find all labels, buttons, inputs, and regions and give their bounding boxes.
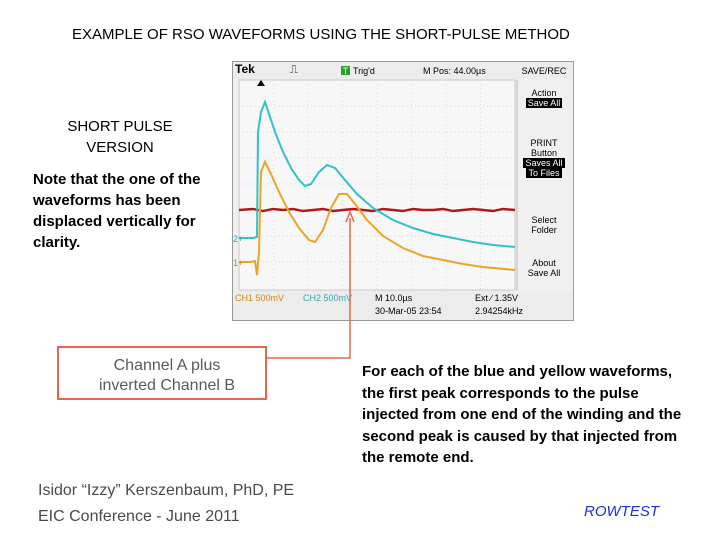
menu-action-label: Action — [531, 88, 557, 98]
menu-about-save-all: Save All — [527, 268, 561, 278]
position-readout: M Pos: 44.00µs — [423, 66, 486, 76]
trigger-indicator — [341, 66, 350, 75]
channel-1-marker: 1+ — [233, 258, 244, 268]
menu-print-button[interactable]: PRINT Button Saves All To Files — [517, 138, 571, 178]
yellow-waveform — [239, 159, 516, 276]
menu-action-value: Save All — [525, 98, 563, 108]
oscilloscope-screenshot: 2+ 1+ Tek ⎍ T Trig'd M Pos: 44.00µs SAVE… — [232, 61, 574, 321]
callout-text: Channel A plus inverted Channel B — [77, 356, 257, 396]
menu-about-label: About — [532, 258, 556, 268]
trigger-marker: T — [342, 66, 349, 76]
scope-status-bar — [233, 291, 573, 320]
menu-select-folder[interactable]: Select Folder — [517, 215, 571, 235]
scope-header-bar — [233, 62, 573, 79]
save-rec-menu-title: SAVE/REC — [521, 66, 567, 76]
menu-to-files: To Files — [526, 168, 562, 178]
slide-title: EXAMPLE OF RSO WAVEFORMS USING THE SHORT… — [72, 26, 570, 43]
menu-print-label: PRINT — [530, 138, 558, 148]
menu-saves-all: Saves All — [523, 158, 565, 168]
date-readout: 30-Mar-05 23:54 — [375, 306, 442, 316]
short-pulse-heading: SHORT PULSE VERSION — [40, 116, 200, 158]
ch2-readout: CH2 500mV — [303, 293, 353, 303]
scope-brand: Tek — [235, 62, 255, 76]
callout-line-2: inverted Channel B — [98, 377, 236, 394]
ch1-readout: CH1 500mV — [235, 293, 285, 303]
menu-select-label: Select — [531, 215, 557, 225]
frequency-readout: 2.94254kHz — [475, 306, 524, 316]
menu-about[interactable]: About Save All — [517, 258, 571, 278]
channel-2-marker: 2+ — [233, 234, 244, 244]
conference-line: EIC Conference - June 2011 — [38, 508, 240, 525]
short-pulse-line-1: SHORT PULSE — [67, 118, 173, 135]
scope-display — [233, 62, 573, 320]
rowtest-label: ROWTEST — [584, 503, 659, 520]
menu-button-label: Button — [530, 148, 558, 158]
timebase-readout: M 10.0µs — [375, 293, 413, 303]
menu-action[interactable]: Action Save All — [517, 88, 571, 108]
trigger-position-icon — [257, 80, 265, 86]
trigger-status: Trig'd — [353, 66, 375, 76]
author-line: Isidor “Izzy” Kerszenbaum, PhD, PE — [38, 482, 295, 499]
callout-line-1: Channel A plus — [113, 357, 221, 374]
waveform-description: For each of the blue and yellow waveform… — [362, 363, 682, 466]
menu-folder-label: Folder — [531, 225, 557, 235]
trigger-level-readout: Ext ∕ 1.35V — [475, 293, 519, 303]
acquisition-icon: ⎍ — [290, 64, 298, 76]
short-pulse-line-2: VERSION — [86, 139, 154, 156]
displacement-note: Note that the one of the waveforms has b… — [33, 171, 201, 251]
callout-box: Channel A plus inverted Channel B — [57, 346, 267, 400]
blue-waveform — [239, 99, 516, 248]
